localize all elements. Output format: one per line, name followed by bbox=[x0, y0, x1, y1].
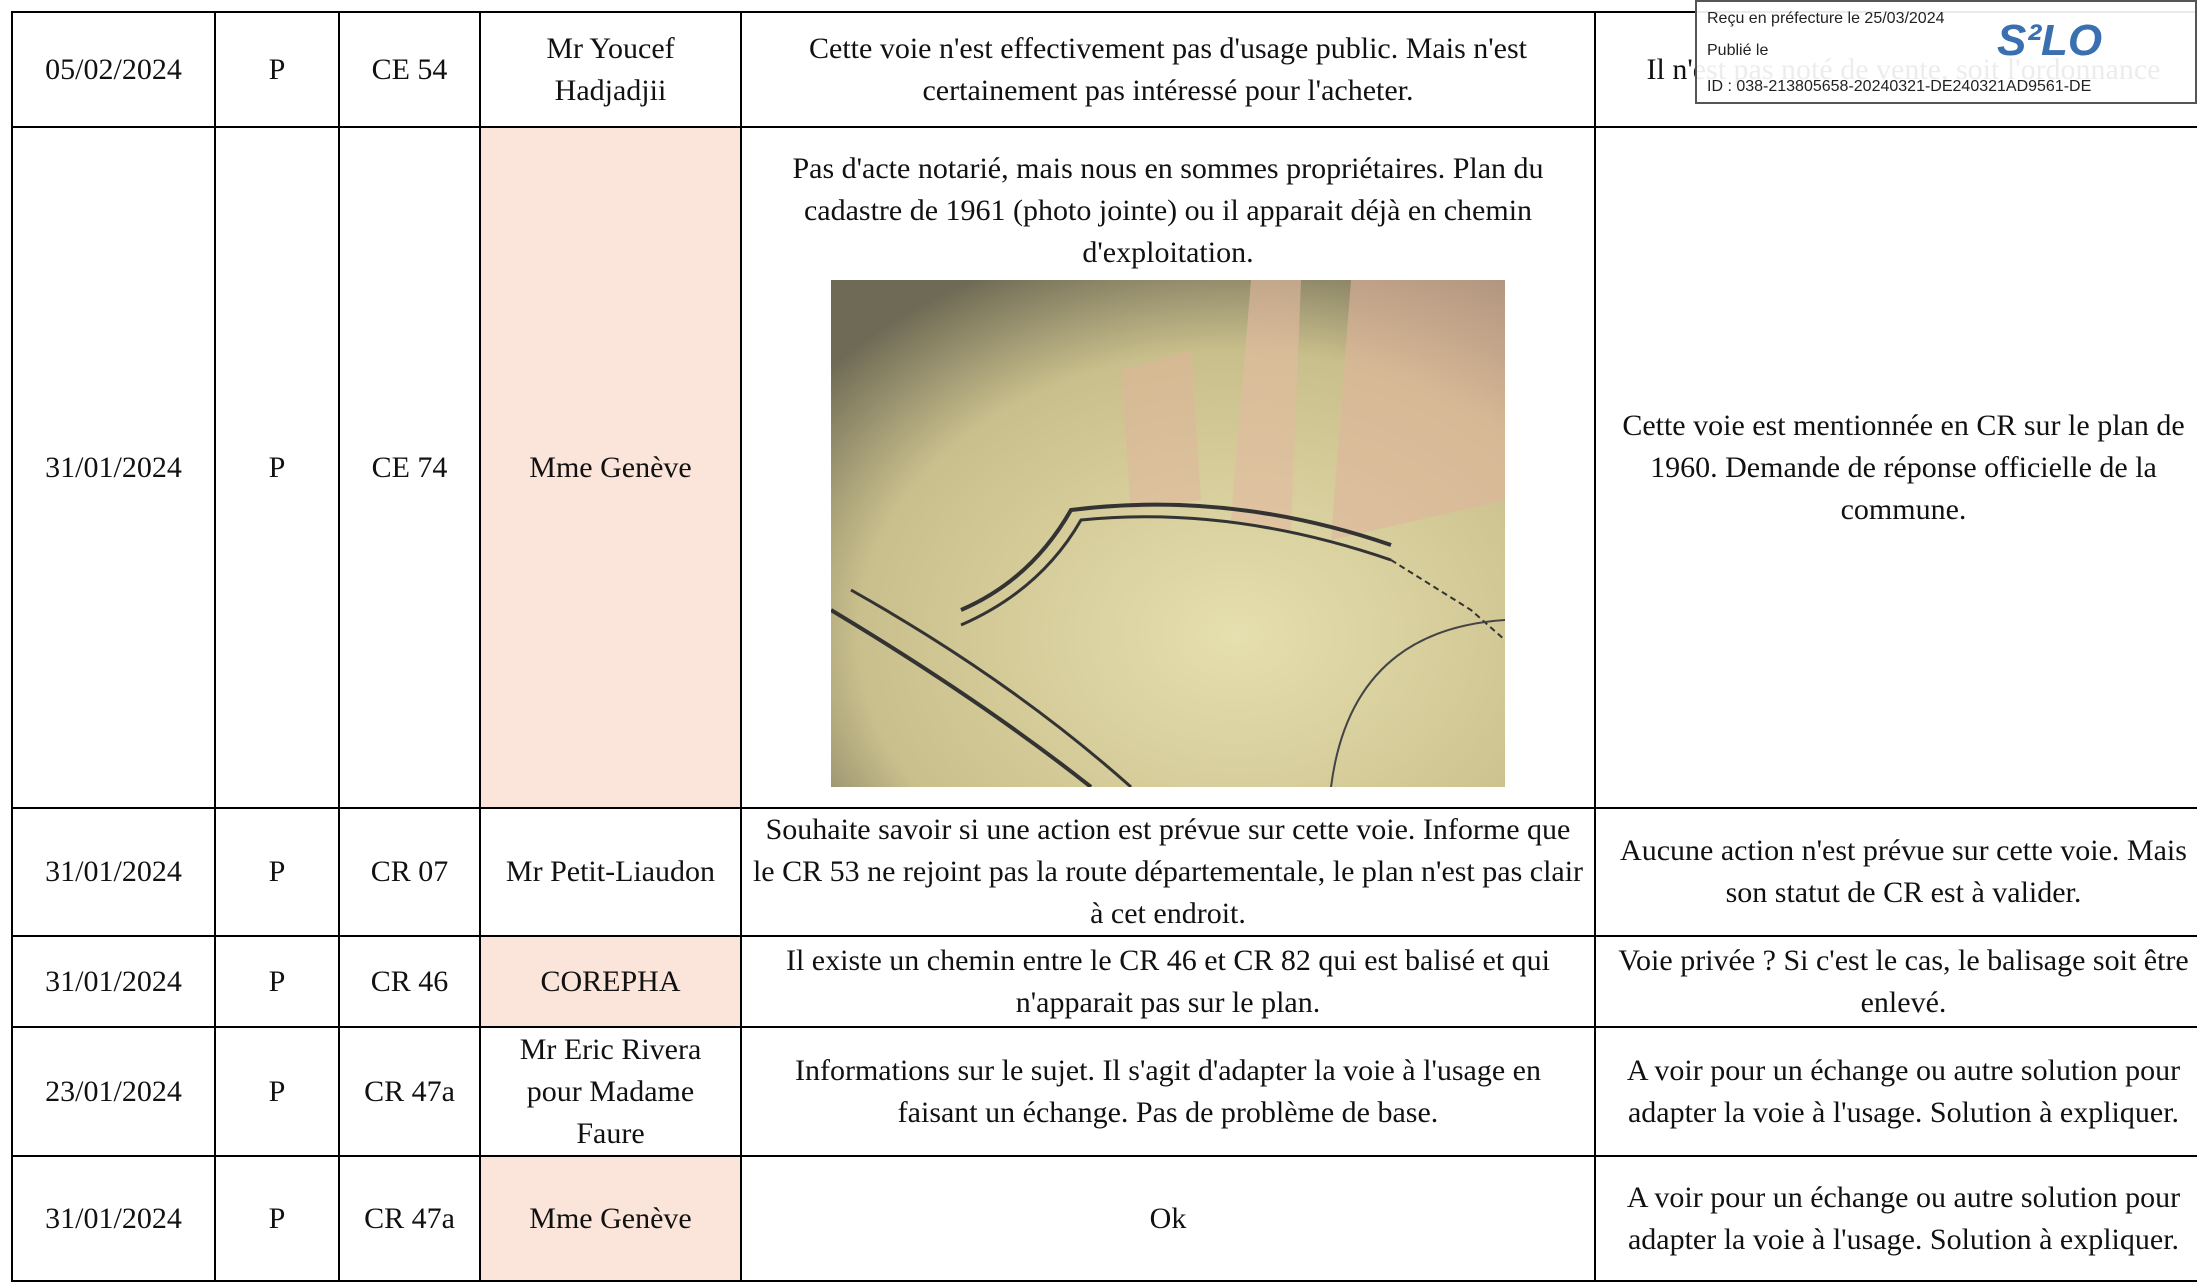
reference-text: CR 46 bbox=[370, 964, 449, 998]
stamp-id: ID : 038-213805658-20240321-DE240321AD95… bbox=[1707, 78, 2092, 95]
reference-text: CR 47a bbox=[364, 1201, 455, 1235]
cell-type: P bbox=[214, 1026, 340, 1157]
date-text: 31/01/2024 bbox=[45, 964, 182, 998]
date-text: 31/01/2024 bbox=[45, 1201, 182, 1235]
cell-date: 31/01/2024 bbox=[11, 126, 216, 809]
name-text: Mr Petit-Liaudon bbox=[505, 855, 716, 888]
type-text: P bbox=[268, 450, 286, 484]
comment-text: Pas d'acte notarié, mais nous en sommes … bbox=[792, 152, 1544, 269]
cell-type: P bbox=[214, 126, 340, 809]
table-body: 05/02/2024 P CE 54 Mr Youcef Hadjadjii Cette… bbox=[11, 11, 2197, 1282]
reference-text: CE 74 bbox=[371, 450, 448, 484]
cell-response: A voir pour un échange ou autre solution… bbox=[1594, 1026, 2197, 1157]
cell-response: A voir pour un échange ou autre solution… bbox=[1594, 1155, 2197, 1282]
cell-date: 23/01/2024 bbox=[11, 1026, 216, 1157]
cadastre-photo bbox=[831, 280, 1505, 787]
cell-date: 31/01/2024 bbox=[11, 935, 216, 1028]
table-row: 31/01/2024 P CR 47a Mme Genève Ok A voir pour… bbox=[11, 1155, 2197, 1282]
comment-text: Cette voie n'est effectivement pas d'usa… bbox=[809, 31, 1527, 107]
cell-date: 31/01/2024 bbox=[11, 807, 216, 937]
comment-text: Informations sur le sujet. Il s'agit d'a… bbox=[795, 1053, 1541, 1129]
cell-reference: CR 46 bbox=[338, 935, 481, 1028]
cell-comment: Souhaite savoir si une action est prévue… bbox=[740, 807, 1596, 937]
cell-response: Voie privée ? Si c'est le cas, le balisa… bbox=[1594, 935, 2197, 1028]
response-text: Aucune action n'est prévue sur cette voi… bbox=[1620, 834, 2187, 909]
cell-name: Mr Petit-Liaudon bbox=[479, 807, 742, 937]
type-text: P bbox=[268, 52, 286, 86]
cell-date: 31/01/2024 bbox=[11, 1155, 216, 1282]
comment-text: Souhaite savoir si une action est prévue… bbox=[752, 813, 1584, 930]
cell-date: 05/02/2024 bbox=[11, 11, 216, 128]
cell-type: P bbox=[214, 807, 340, 937]
date-text: 31/01/2024 bbox=[45, 855, 182, 888]
cell-name: COREPHA bbox=[479, 935, 742, 1028]
table-row: 23/01/2024 P CR 47a Mr Eric Rivera pour Mad… bbox=[11, 1026, 2197, 1157]
response-text: Cette voie est mentionnée en CR sur le p… bbox=[1622, 408, 2185, 526]
cell-comment: Informations sur le sujet. Il s'agit d'a… bbox=[740, 1026, 1596, 1157]
cell-reference: CE 54 bbox=[338, 11, 481, 128]
cell-reference: CE 74 bbox=[338, 126, 481, 809]
type-text: P bbox=[268, 1074, 286, 1108]
comment-text: Ok bbox=[1149, 1201, 1187, 1235]
name-text: Mme Genève bbox=[529, 1201, 692, 1235]
name-text: COREPHA bbox=[540, 964, 681, 998]
cell-type: P bbox=[214, 11, 340, 128]
cell-reference: CR 47a bbox=[338, 1026, 481, 1157]
type-text: P bbox=[268, 964, 286, 998]
reference-text: CE 54 bbox=[371, 52, 448, 86]
stamp-received: Reçu en préfecture le 25/03/2024 bbox=[1707, 10, 1945, 27]
cell-response: Aucune action n'est prévue sur cette voi… bbox=[1594, 807, 2197, 937]
date-text: 31/01/2024 bbox=[45, 450, 182, 484]
table-row: 31/01/2024 P CE 74 Mme Genève Pas d'acte not… bbox=[11, 126, 2197, 809]
reference-text: CR 07 bbox=[370, 855, 449, 888]
response-text: Voie privée ? Si c'est le cas, le balisa… bbox=[1618, 943, 2189, 1019]
cell-comment: Il existe un chemin entre le CR 46 et CR… bbox=[740, 935, 1596, 1028]
cell-type: P bbox=[214, 935, 340, 1028]
table: 05/02/2024 P CE 54 Mr Youcef Hadjadjii Cette… bbox=[11, 11, 2197, 1282]
cell-response: Cette voie est mentionnée en CR sur le p… bbox=[1594, 126, 2197, 809]
comment-text: Il existe un chemin entre le CR 46 et CR… bbox=[785, 943, 1551, 1019]
cell-comment: Ok bbox=[740, 1155, 1596, 1282]
cell-name: Mr Youcef Hadjadjii bbox=[479, 11, 742, 128]
name-text: Mme Genève bbox=[529, 450, 692, 484]
type-text: P bbox=[268, 1201, 286, 1235]
date-text: 23/01/2024 bbox=[45, 1074, 182, 1108]
date-text: 05/02/2024 bbox=[45, 52, 182, 86]
reference-text: CR 47a bbox=[364, 1074, 455, 1108]
response-text: A voir pour un échange ou autre solution… bbox=[1626, 1180, 2181, 1256]
cell-name: Mme Genève bbox=[479, 126, 742, 809]
cell-name: Mr Eric Rivera pour Madame Faure bbox=[479, 1026, 742, 1157]
cell-type: P bbox=[214, 1155, 340, 1282]
stamp-logo: S²LO bbox=[1997, 16, 2103, 65]
cell-reference: CR 07 bbox=[338, 807, 481, 937]
cell-name: Mme Genève bbox=[479, 1155, 742, 1282]
table-row: 31/01/2024 P CR 46 COREPHA Il existe un chem… bbox=[11, 935, 2197, 1028]
type-text: P bbox=[268, 855, 286, 888]
stamp: Reçu en préfecture le 25/03/2024 Publié … bbox=[1695, 0, 2197, 104]
response-text: A voir pour un échange ou autre solution… bbox=[1626, 1053, 2181, 1129]
cell-comment: Pas d'acte notarié, mais nous en sommes … bbox=[740, 126, 1596, 809]
name-text: Mr Eric Rivera pour Madame Faure bbox=[519, 1032, 702, 1150]
cell-comment: Cette voie n'est effectivement pas d'usa… bbox=[740, 11, 1596, 128]
stamp-published: Publié le bbox=[1707, 42, 1769, 59]
name-text: Mr Youcef Hadjadjii bbox=[546, 31, 675, 107]
cell-reference: CR 47a bbox=[338, 1155, 481, 1282]
table-row: 31/01/2024 P CR 07 Mr Petit-Liaudon Souhaite… bbox=[11, 807, 2197, 937]
